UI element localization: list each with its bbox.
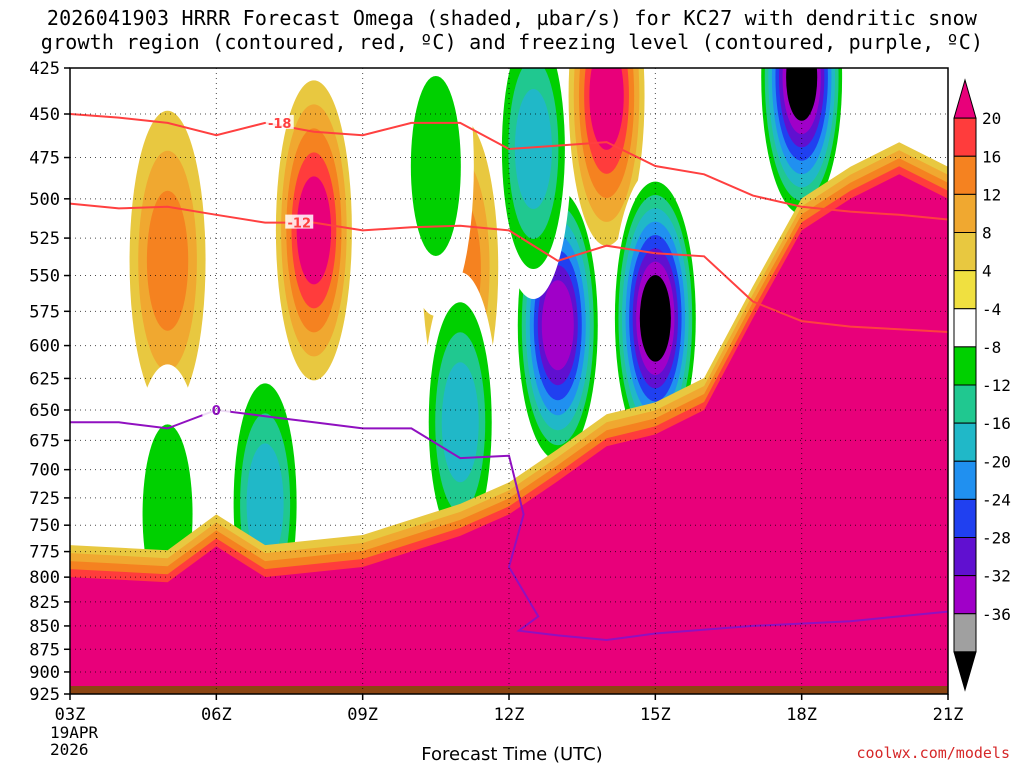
colorbar-label: -28 bbox=[982, 529, 1011, 548]
surface-omega-band bbox=[70, 174, 948, 694]
omega-contour bbox=[541, 280, 574, 371]
colorbar-label: -24 bbox=[982, 490, 1011, 509]
colorbar-box bbox=[953, 498, 977, 538]
colorbar-label: -12 bbox=[982, 376, 1011, 395]
colorbar-label: 12 bbox=[982, 185, 1001, 204]
colorbar-box bbox=[953, 422, 977, 462]
x-start-date: 19APR bbox=[50, 723, 99, 742]
y-tick-label: 500 bbox=[29, 190, 60, 210]
omega-contour bbox=[410, 75, 461, 256]
x-tick-label: 21Z bbox=[933, 705, 964, 725]
omega-contour bbox=[296, 176, 332, 285]
contour-label-bg bbox=[265, 114, 294, 129]
colorbar-label: 8 bbox=[982, 224, 992, 243]
y-tick-label: 800 bbox=[29, 568, 60, 588]
y-tick-label: 525 bbox=[29, 229, 60, 249]
x-tick-label: 06Z bbox=[201, 705, 232, 725]
contour-line--12 bbox=[70, 202, 948, 333]
colorbar-bottom-triangle bbox=[953, 651, 977, 692]
colorbar-label: 20 bbox=[982, 109, 1001, 128]
x-tick-label: 12Z bbox=[494, 705, 525, 725]
colorbar-box bbox=[953, 613, 977, 653]
x-axis-title: Forecast Time (UTC) bbox=[421, 744, 603, 765]
chart-title-line-2: growth region (contoured, red, ºC) and f… bbox=[40, 30, 984, 54]
y-tick-label: 650 bbox=[29, 401, 60, 421]
y-tick-label: 750 bbox=[29, 516, 60, 536]
y-tick-label: 625 bbox=[29, 369, 60, 389]
y-tick-label: 825 bbox=[29, 593, 60, 613]
credit-text[interactable]: coolwx.com/models bbox=[856, 744, 1010, 762]
omega-contour bbox=[589, 68, 624, 150]
y-tick-label: 700 bbox=[29, 461, 60, 481]
colorbar-box bbox=[953, 232, 977, 272]
colorbar-box bbox=[953, 575, 977, 615]
contour-label-bg bbox=[202, 402, 231, 417]
colorbar-label: -4 bbox=[982, 300, 1001, 319]
y-tick-label: 900 bbox=[29, 663, 60, 683]
colorbar-box bbox=[953, 270, 977, 310]
x-start-date: 2026 bbox=[50, 740, 89, 759]
omega-contour bbox=[786, 68, 818, 121]
y-tick-label: 425 bbox=[29, 59, 60, 79]
contour-label--18: -18 bbox=[268, 117, 292, 132]
y-tick-label: 550 bbox=[29, 267, 60, 287]
colorbar-label: -32 bbox=[982, 567, 1011, 586]
colorbar-box bbox=[953, 117, 977, 157]
x-tick-label: 15Z bbox=[640, 705, 671, 725]
y-tick-label: 575 bbox=[29, 302, 60, 322]
y-tick-label: 775 bbox=[29, 543, 60, 563]
colorbar-box bbox=[953, 346, 977, 386]
contour-label--12: -12 bbox=[288, 217, 312, 232]
omega-contour bbox=[441, 362, 479, 483]
x-tick-label: 03Z bbox=[55, 705, 86, 725]
x-tick-label: 18Z bbox=[786, 705, 817, 725]
y-tick-label: 725 bbox=[29, 489, 60, 509]
omega-contour bbox=[146, 190, 189, 331]
colorbar-label: -36 bbox=[982, 605, 1011, 624]
colorbar-label: 16 bbox=[982, 147, 1001, 166]
y-tick-label: 925 bbox=[29, 685, 60, 705]
contour-label-0: 0 bbox=[212, 404, 221, 419]
y-tick-label: 675 bbox=[29, 431, 60, 451]
colorbar-label: 4 bbox=[982, 262, 992, 281]
colorbar-box bbox=[953, 193, 977, 233]
colorbar-box bbox=[953, 384, 977, 424]
contour-label-bg bbox=[285, 214, 314, 229]
colorbar-box bbox=[953, 537, 977, 577]
y-tick-label: 600 bbox=[29, 337, 60, 357]
colorbar-label: -8 bbox=[982, 338, 1001, 357]
colorbar-box bbox=[953, 308, 977, 348]
colorbar-top-triangle bbox=[953, 78, 977, 119]
colorbar-box bbox=[953, 460, 977, 500]
colorbar-label: -16 bbox=[982, 414, 1011, 433]
y-tick-label: 875 bbox=[29, 640, 60, 660]
chart-title-line-1: 2026041903 HRRR Forecast Omega (shaded, … bbox=[46, 6, 978, 30]
y-tick-label: 850 bbox=[29, 617, 60, 637]
x-tick-label: 09Z bbox=[347, 705, 378, 725]
terrain-strip bbox=[70, 686, 948, 694]
colorbar-label: -20 bbox=[982, 452, 1011, 471]
omega-contour bbox=[514, 89, 552, 210]
colorbar-box bbox=[953, 155, 977, 195]
omega-contour bbox=[246, 443, 284, 564]
y-tick-label: 475 bbox=[29, 149, 60, 169]
y-tick-label: 450 bbox=[29, 105, 60, 125]
